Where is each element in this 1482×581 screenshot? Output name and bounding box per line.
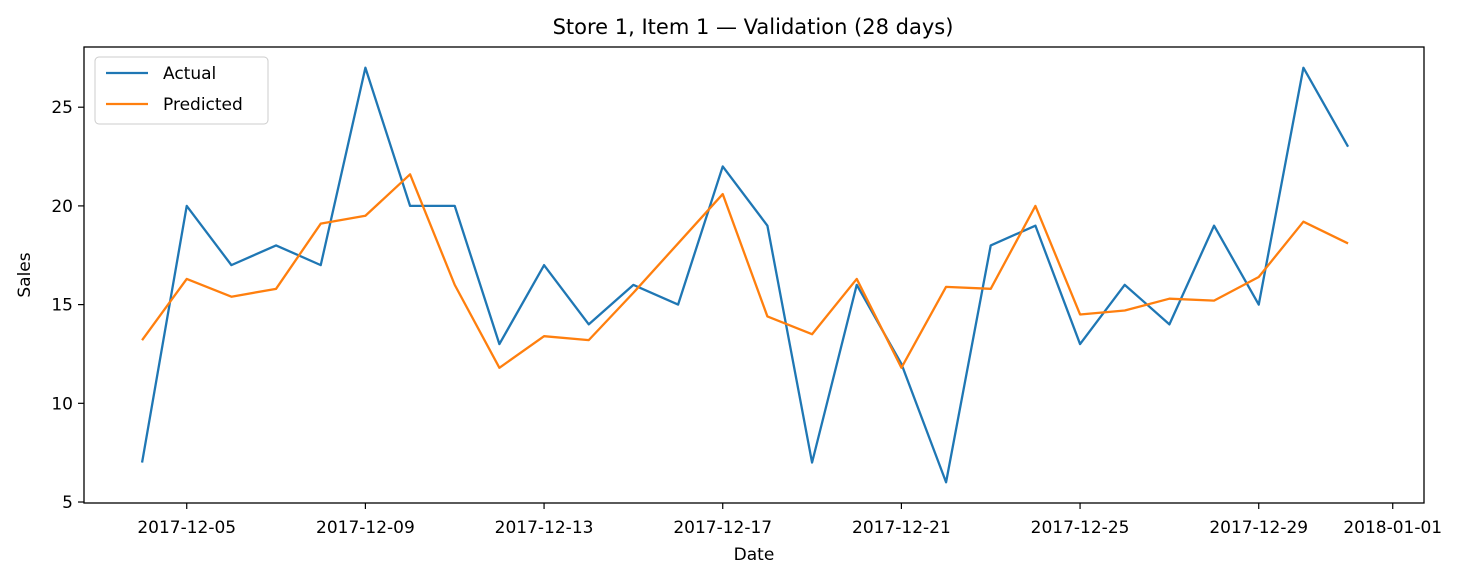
- x-tick-label: 2017-12-17: [673, 518, 772, 538]
- y-tick-label: 20: [51, 197, 73, 217]
- y-tick-label: 25: [51, 98, 73, 118]
- x-tick-label: 2017-12-13: [495, 518, 594, 538]
- series-line-actual: [140, 66, 1350, 484]
- x-tick-label: 2018-01-01: [1343, 518, 1442, 538]
- x-tick-label: 2017-12-29: [1209, 518, 1308, 538]
- x-axis: 2017-12-05 2017-12-09 2017-12-13 2017-12-17…: [137, 503, 1442, 538]
- x-axis-label: Date: [734, 545, 775, 565]
- legend-label-predicted: Predicted: [163, 95, 243, 115]
- legend: Actual Predicted: [94, 56, 269, 125]
- y-tick-label: 10: [51, 394, 73, 414]
- y-tick-label: 15: [51, 296, 73, 316]
- x-tick-label: 2017-12-05: [137, 518, 236, 538]
- y-axis: 5 10 15 20 25: [51, 98, 84, 513]
- chart-title: Store 1, Item 1 — Validation (28 days): [553, 15, 954, 39]
- series-line-predicted: [141, 173, 1349, 369]
- legend-label-actual: Actual: [163, 64, 216, 84]
- series-lines: [140, 66, 1350, 484]
- x-tick-label: 2017-12-25: [1031, 518, 1130, 538]
- y-axis-label: Sales: [15, 252, 35, 297]
- y-tick-label: 5: [62, 493, 73, 513]
- plot-frame: [83, 46, 1425, 504]
- x-tick-label: 2017-12-21: [852, 518, 951, 538]
- x-tick-label: 2017-12-09: [316, 518, 415, 538]
